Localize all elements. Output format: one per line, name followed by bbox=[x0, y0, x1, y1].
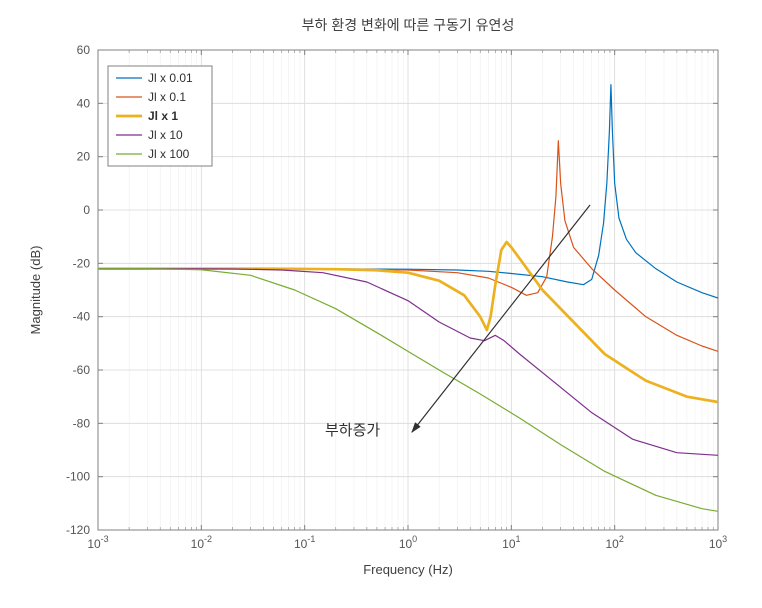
ytick-label: -120 bbox=[66, 523, 90, 537]
ytick-label: -100 bbox=[66, 470, 90, 484]
chart-container: -120-100-80-60-40-20020406010-310-210-11… bbox=[0, 0, 762, 608]
legend-label: Jl x 10 bbox=[148, 128, 183, 142]
legend-label: Jl x 0.01 bbox=[148, 71, 193, 85]
ytick-label: 0 bbox=[83, 203, 90, 217]
ytick-label: 20 bbox=[77, 150, 91, 164]
y-axis-label: Magnitude (dB) bbox=[28, 246, 43, 335]
ytick-label: -20 bbox=[73, 256, 91, 270]
ytick-label: 40 bbox=[77, 96, 91, 110]
ytick-label: 60 bbox=[77, 43, 91, 57]
legend-label: Jl x 100 bbox=[148, 147, 190, 161]
ytick-label: -40 bbox=[73, 310, 91, 324]
chart-title: 부하 환경 변화에 따른 구동기 유연성 bbox=[302, 17, 515, 33]
annotation-text: 부하증가 bbox=[325, 422, 380, 439]
ytick-label: -60 bbox=[73, 363, 91, 377]
x-axis-label: Frequency (Hz) bbox=[363, 562, 453, 577]
bode-chart: -120-100-80-60-40-20020406010-310-210-11… bbox=[0, 0, 762, 608]
legend-label: Jl x 1 bbox=[148, 109, 178, 123]
legend-label: Jl x 0.1 bbox=[148, 90, 186, 104]
ytick-label: -80 bbox=[73, 416, 91, 430]
